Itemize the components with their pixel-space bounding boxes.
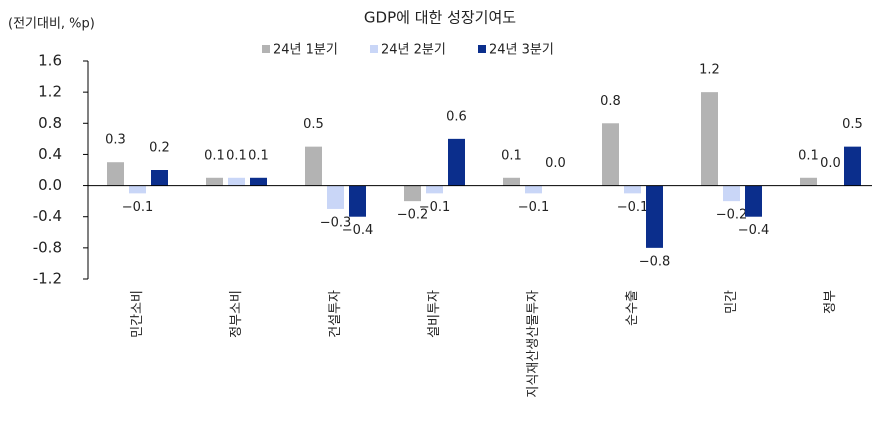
value-label: 0.5	[842, 117, 863, 132]
legend-label: 24년 2분기	[381, 43, 446, 58]
bar	[624, 185, 641, 194]
value-label: −0.3	[320, 215, 352, 230]
value-label: −0.2	[716, 208, 748, 223]
value-label: 0.2	[149, 141, 170, 156]
value-label: 0.3	[105, 133, 126, 148]
y-tick-label: 1.2	[38, 83, 62, 101]
value-label: 0.0	[545, 156, 566, 171]
bar	[800, 177, 817, 186]
x-tick-label: 민간	[724, 290, 739, 314]
bar	[305, 146, 322, 186]
value-label: −0.8	[639, 254, 671, 269]
y-tick-label: 0.0	[38, 176, 62, 194]
bar	[250, 177, 267, 186]
y-tick-label: 1.6	[38, 52, 62, 70]
value-label: 0.1	[501, 148, 522, 163]
x-tick-label: 순수출	[625, 290, 640, 326]
x-tick-label: 정부소비	[229, 290, 244, 338]
value-label: 0.1	[204, 148, 225, 163]
bar	[701, 92, 718, 186]
bar	[206, 177, 223, 186]
bar	[448, 138, 465, 186]
x-tick-label: 설비투자	[427, 290, 442, 338]
bar	[503, 177, 520, 186]
chart-title: GDP에 대한 성장기여도	[364, 9, 516, 27]
value-label: 0.0	[820, 156, 841, 171]
bar	[525, 185, 542, 194]
value-label: −0.4	[342, 223, 374, 238]
value-label: 0.1	[798, 148, 819, 163]
y-tick-label: -1.2	[33, 270, 62, 288]
bar	[602, 123, 619, 186]
value-label: −0.1	[617, 200, 649, 215]
bar	[349, 185, 366, 217]
value-label: 0.1	[226, 148, 247, 163]
bar	[151, 170, 168, 186]
y-tick-label: -0.4	[33, 207, 62, 225]
legend-label: 24년 1분기	[273, 43, 338, 58]
value-label: 0.6	[446, 109, 467, 124]
y-tick-label: 0.8	[38, 114, 62, 132]
bar	[426, 185, 443, 194]
bar	[327, 185, 344, 209]
bar	[844, 146, 861, 186]
value-label: 0.5	[303, 117, 324, 132]
value-label: 1.2	[699, 63, 720, 78]
value-label: −0.1	[419, 200, 451, 215]
legend-swatch	[262, 45, 270, 53]
legend-label: 24년 3분기	[489, 43, 554, 58]
x-tick-label: 건설투자	[328, 290, 343, 338]
y-axis-label: (전기대비, %p)	[8, 17, 95, 32]
value-label: 0.8	[600, 94, 621, 109]
bar	[646, 185, 663, 248]
bar	[404, 185, 421, 202]
value-label: −0.2	[397, 208, 429, 223]
x-tick-label: 지식재산생산물투자	[526, 290, 541, 398]
value-label: 0.1	[248, 148, 269, 163]
y-tick-label: 0.4	[38, 145, 62, 163]
x-tick-label: 민간소비	[130, 290, 145, 338]
legend-swatch	[478, 45, 486, 53]
y-tick-label: -0.8	[33, 238, 62, 256]
bar	[228, 177, 245, 186]
value-label: −0.1	[122, 200, 154, 215]
bar	[107, 162, 124, 186]
x-tick-label: 정부	[823, 290, 838, 314]
bar	[129, 185, 146, 194]
bar	[745, 185, 762, 217]
value-label: −0.1	[518, 200, 550, 215]
bar	[723, 185, 740, 202]
value-label: −0.4	[738, 223, 770, 238]
legend-swatch	[370, 45, 378, 53]
